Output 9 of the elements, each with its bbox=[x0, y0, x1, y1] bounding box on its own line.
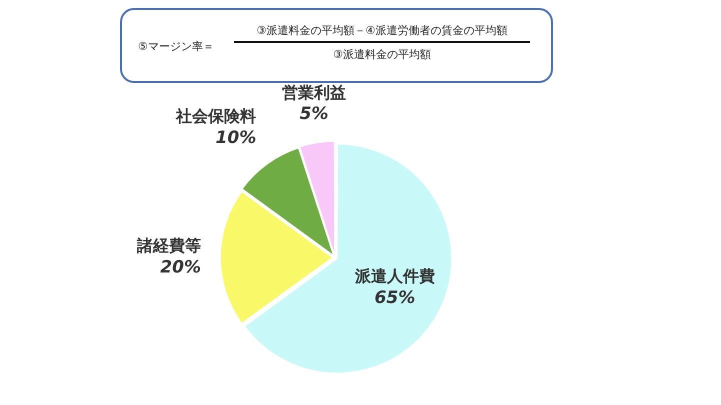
data-label: 10% bbox=[216, 128, 256, 148]
data-label: 5% bbox=[300, 104, 328, 124]
slice-label: 諸経費等 bbox=[136, 236, 201, 256]
data-label: 65% bbox=[374, 288, 416, 308]
slice-label: 社会保険料 bbox=[175, 106, 256, 126]
slice-label: 派遣人件費 bbox=[354, 266, 435, 286]
data-label: 20% bbox=[160, 257, 201, 278]
slice-label: 営業利益 bbox=[282, 82, 346, 102]
formula-frame: ⑤マージン率＝ ③派遣料金の平均額－④派遣労働者の賃金の平均額 ③派遣料金の平均額 bbox=[120, 8, 553, 83]
